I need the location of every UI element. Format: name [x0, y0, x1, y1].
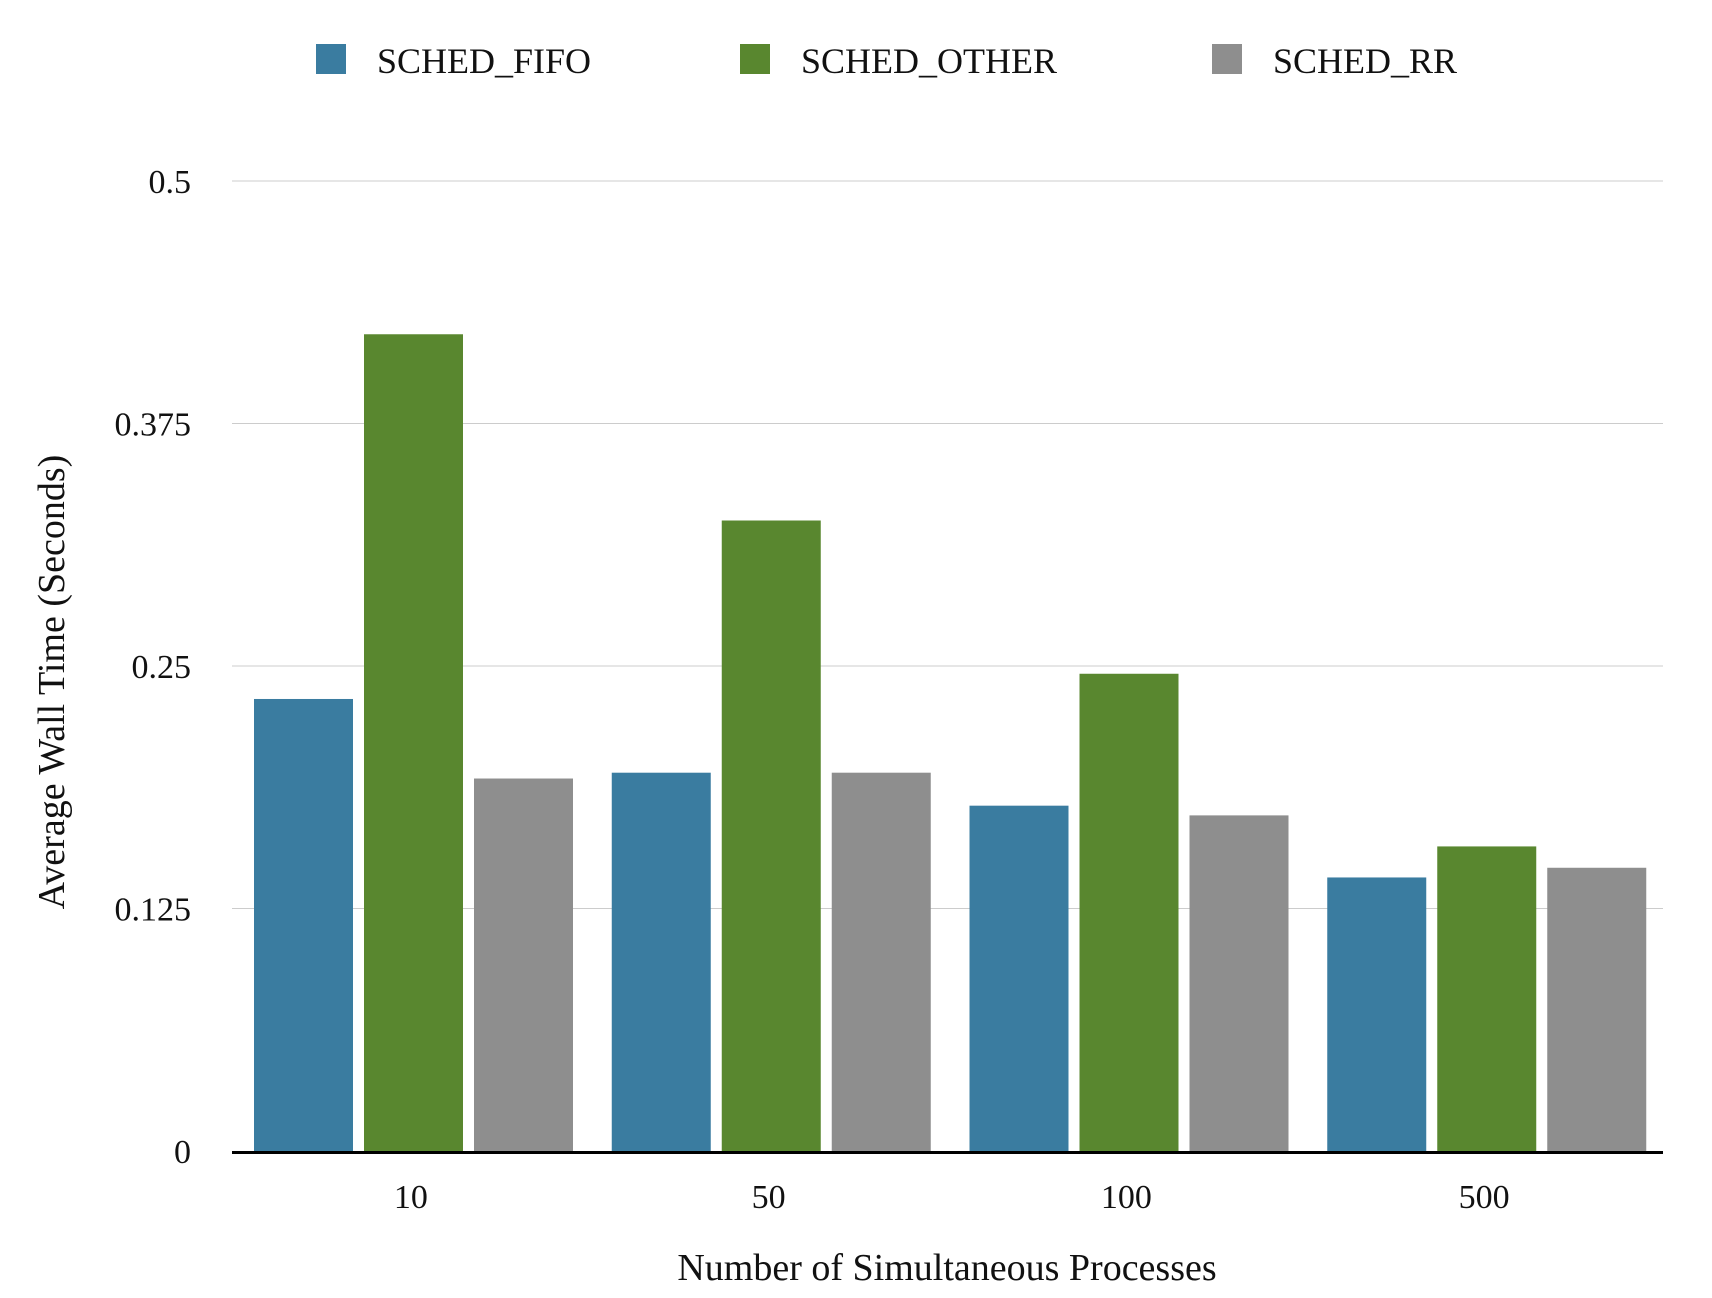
legend-item-sched-fifo: SCHED_FIFO [316, 41, 591, 81]
legend-swatch [1212, 44, 1242, 74]
x-tick-label: 50 [752, 1179, 786, 1216]
bar-sched-other-50 [721, 520, 821, 1151]
y-tick-label: 0.125 [115, 892, 192, 929]
legend: SCHED_FIFO SCHED_OTHER SCHED_RR [316, 41, 1457, 81]
bar-sched-rr-500 [1547, 867, 1647, 1151]
bar-sched-rr-50 [831, 772, 931, 1151]
y-tick-label: 0.25 [132, 649, 192, 686]
legend-swatch [740, 44, 770, 74]
legend-label: SCHED_FIFO [377, 41, 591, 81]
y-tick-label: 0.5 [149, 164, 192, 201]
legend-swatch [316, 44, 346, 74]
x-tick-label: 500 [1459, 1179, 1510, 1216]
bar-sched-fifo-100 [969, 805, 1069, 1151]
bar-sched-rr-100 [1189, 815, 1289, 1151]
legend-label: SCHED_RR [1273, 41, 1457, 81]
x-tick-label: 10 [394, 1179, 428, 1216]
y-tick-label: 0.375 [115, 407, 192, 444]
x-tick-label: 100 [1101, 1179, 1152, 1216]
bar-sched-other-10 [364, 334, 463, 1151]
bar-sched-fifo-500 [1327, 877, 1427, 1151]
bar-sched-fifo-10 [254, 698, 353, 1151]
bar-sched-fifo-50 [611, 772, 711, 1151]
legend-label: SCHED_OTHER [801, 41, 1057, 81]
bar-sched-rr-10 [474, 778, 573, 1151]
legend-item-sched-other: SCHED_OTHER [740, 41, 1057, 81]
bars [254, 334, 1647, 1151]
y-axis-label: Average Wall Time (Seconds) [31, 455, 73, 910]
bar-sched-other-500 [1437, 846, 1537, 1151]
legend-item-sched-rr: SCHED_RR [1212, 41, 1457, 81]
x-axis-ticks: 10 50 100 500 [394, 1179, 1510, 1216]
y-axis-ticks: 0 0.125 0.25 0.375 0.5 [115, 164, 192, 1171]
x-axis-label: Number of Simultaneous Processes [677, 1247, 1216, 1289]
y-tick-label: 0 [174, 1134, 191, 1171]
bar-sched-other-100 [1079, 673, 1179, 1151]
